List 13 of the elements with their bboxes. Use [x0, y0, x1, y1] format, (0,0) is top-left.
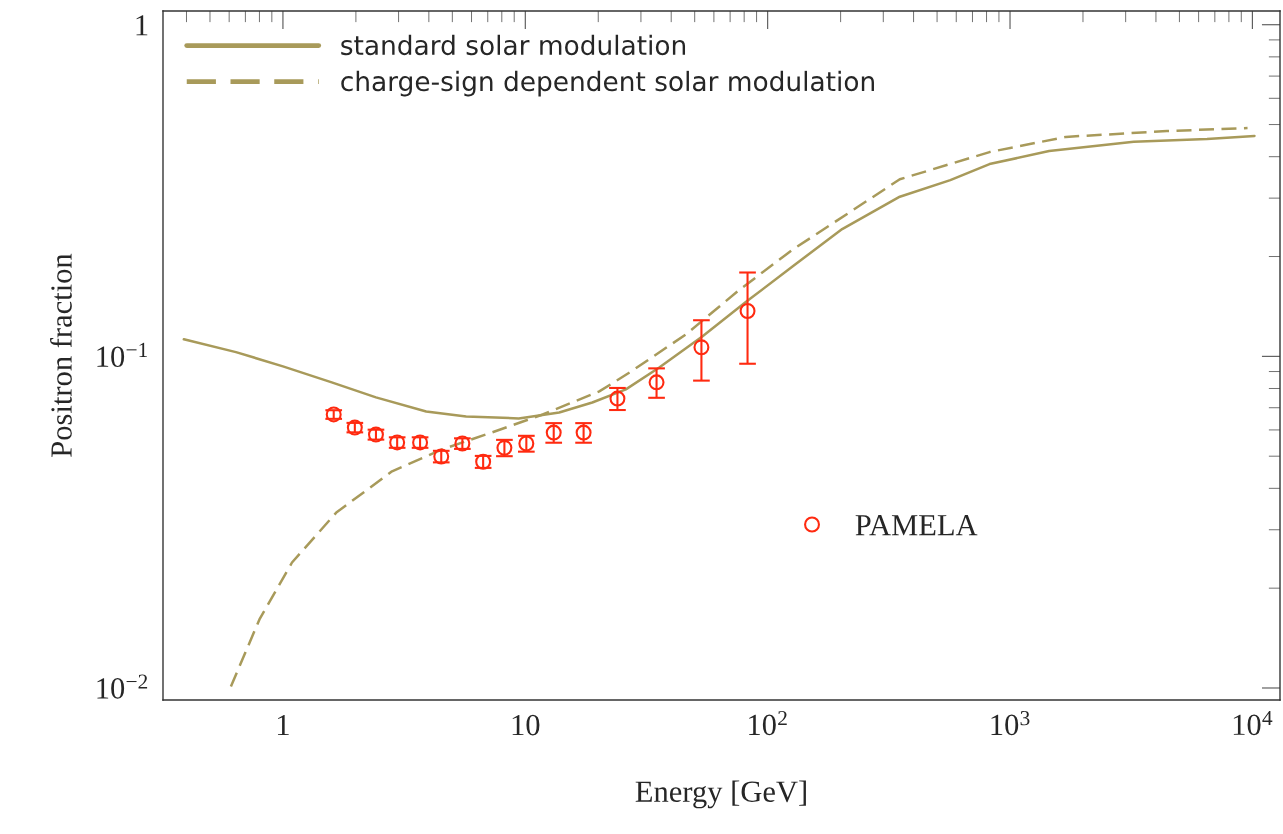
- x-tick-label: 1: [277, 714, 289, 736]
- legend-label: standard solar modulation: [341, 34, 686, 56]
- y-tick-label: 10$^{−1}$: [97, 342, 147, 368]
- legend-label: charge-sign dependent solar modulation: [341, 70, 874, 97]
- x-tick-label: 10$^{4}$: [1233, 710, 1273, 736]
- y-tick-label: 10$^{−2}$: [97, 674, 148, 699]
- legend-label: PAMELA: [855, 515, 978, 536]
- y-axis-title: Positron fraction: [50, 253, 72, 457]
- x-axis-title: Energy [GeV]: [635, 780, 806, 809]
- x-tick-label: 10$^{2}$: [749, 710, 787, 736]
- y-tick-label: 1: [136, 15, 148, 36]
- x-tick-label: 10$^{3}$: [991, 710, 1030, 736]
- x-tick-label: 10: [512, 714, 540, 736]
